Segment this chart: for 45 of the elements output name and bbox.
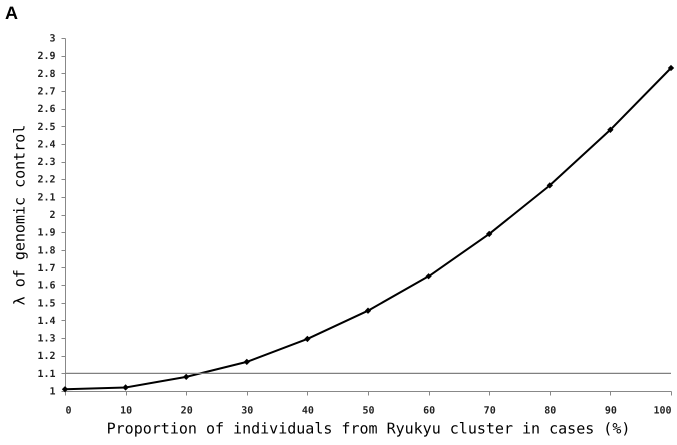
y-tick-label: 1.5 <box>37 298 56 310</box>
y-tick-label: 2 <box>49 210 56 221</box>
y-tick-label: 2.7 <box>37 86 56 98</box>
y-tick-label: 1.1 <box>37 368 56 380</box>
y-tick-label: 1.9 <box>37 228 56 239</box>
y-axis-title: λ of genomic control <box>10 124 28 306</box>
point <box>546 182 553 189</box>
y-tick-label: 1.6 <box>37 280 56 292</box>
x-tick-label: 60 <box>423 406 436 416</box>
chart-title: A <box>5 3 18 23</box>
y-tick-label: 1.7 <box>37 262 56 274</box>
x-tick-label: 90 <box>604 406 617 416</box>
x-axis-title: Proportion of individuals from Ryukyu cluster in cases (%) <box>106 420 630 438</box>
y-tick-label: 2.6 <box>37 104 56 116</box>
y-tick-label: 3 <box>49 34 56 44</box>
y-tick-label: 2.8 <box>37 68 56 80</box>
y-tick-label: 2.3 <box>37 157 56 168</box>
point <box>486 230 492 238</box>
x-tick-label: 0 <box>66 406 72 416</box>
point <box>364 308 372 314</box>
point <box>122 384 129 391</box>
y-tick-label: 1.8 <box>37 245 56 256</box>
x-tick-label: 30 <box>241 406 254 416</box>
x-tick-label: 80 <box>544 406 556 416</box>
point <box>668 64 674 72</box>
x-tick-label: 40 <box>302 406 314 416</box>
point <box>304 336 311 342</box>
x-tick-label: 10 <box>120 406 132 416</box>
x-tick-label: 100 <box>653 406 672 416</box>
y-tick-label: 1.3 <box>37 334 56 345</box>
y-tick-label: 1 <box>49 386 56 398</box>
y-tick-label: 2.9 <box>37 51 56 62</box>
x-tick-label: 70 <box>484 406 496 416</box>
y-tick-label: 2.5 <box>37 122 56 133</box>
y-tick-label: 1.4 <box>37 316 56 327</box>
point <box>244 358 250 366</box>
y-tick-label: 2.1 <box>37 192 56 204</box>
point <box>425 273 432 280</box>
x-tick-label: 20 <box>180 406 193 416</box>
y-tick-label: 2.2 <box>37 174 56 186</box>
x-tick-label: 50 <box>362 406 375 416</box>
point <box>607 126 614 133</box>
point <box>183 374 190 380</box>
y-tick-label: 1.2 <box>37 351 56 362</box>
y-tick-label: 2.4 <box>37 139 56 150</box>
